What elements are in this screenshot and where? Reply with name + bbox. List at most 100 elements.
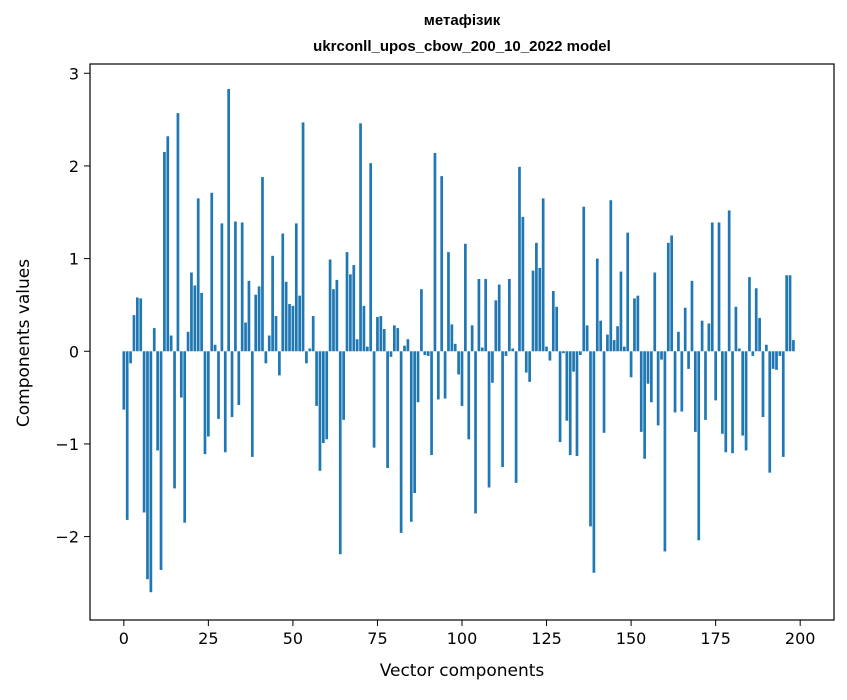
bar-105	[477, 278, 481, 352]
bar-47	[281, 233, 285, 352]
bar-36	[244, 322, 247, 352]
bar-188	[758, 317, 761, 352]
bar-6	[142, 351, 146, 513]
bar-63	[335, 279, 339, 352]
bar-84	[406, 339, 410, 352]
bar-187	[754, 288, 758, 352]
bar-28	[217, 351, 220, 419]
bar-27	[213, 344, 217, 352]
bar-166	[683, 307, 687, 352]
bar-24	[203, 351, 207, 455]
bar-118	[521, 216, 525, 352]
bar-95	[443, 351, 447, 399]
bar-146	[616, 326, 619, 352]
bar-196	[785, 275, 789, 352]
bar-143	[606, 334, 609, 352]
bar-110	[494, 300, 498, 352]
bar-130	[562, 351, 565, 354]
bar-33	[234, 221, 237, 352]
bar-103	[470, 325, 474, 352]
bar-13	[166, 136, 170, 352]
bar-34	[237, 351, 241, 406]
bar-169	[693, 351, 697, 432]
bar-162	[670, 235, 674, 352]
bar-15	[173, 351, 176, 489]
x-tick-label: 50	[283, 629, 303, 648]
y-tick-label: −2	[55, 528, 79, 547]
bar-104	[474, 351, 477, 514]
bar-41	[261, 177, 264, 352]
bar-17	[179, 351, 183, 398]
bar-108	[487, 351, 491, 488]
bar-156	[650, 351, 653, 403]
y-tick-label: 3	[69, 64, 79, 83]
bar-172	[704, 351, 707, 420]
bar-25	[207, 351, 210, 437]
bar-109	[491, 351, 494, 383]
bar-140	[595, 258, 599, 352]
bar-154	[643, 351, 646, 459]
bar-137	[585, 325, 589, 352]
x-tick-label: 175	[700, 629, 731, 648]
bar-197	[788, 275, 792, 352]
bar-111	[497, 284, 501, 352]
bar-91	[430, 351, 433, 456]
bar-179	[727, 210, 731, 352]
bar-174	[710, 222, 714, 352]
bar-117	[518, 166, 521, 352]
chart-title-line-1: метафізик	[424, 12, 501, 29]
bar-76	[379, 316, 383, 352]
bar-127	[551, 291, 555, 352]
bar-151	[633, 298, 636, 352]
bar-69	[355, 339, 359, 352]
bar-50	[291, 305, 295, 352]
x-tick-label: 25	[198, 629, 218, 648]
bar-88	[420, 289, 423, 352]
bar-139	[592, 351, 596, 573]
bar-55	[308, 348, 312, 352]
bar-112	[501, 351, 504, 468]
bar-164	[677, 331, 680, 352]
bar-144	[609, 200, 613, 352]
x-tick-label: 75	[367, 629, 387, 648]
bar-171	[700, 320, 704, 352]
bar-8	[149, 351, 153, 593]
bar-102	[467, 351, 471, 440]
bar-38	[250, 351, 254, 457]
bar-68	[352, 265, 356, 352]
bar-192	[771, 351, 775, 369]
bar-7	[146, 351, 149, 580]
bar-136	[582, 206, 586, 352]
bar-115	[511, 348, 515, 352]
bar-134	[575, 351, 579, 456]
bar-89	[423, 351, 427, 355]
bar-183	[741, 351, 745, 436]
bar-149	[626, 232, 630, 352]
bar-129	[558, 351, 562, 443]
bar-168	[690, 280, 694, 352]
bar-65	[342, 351, 345, 420]
bar-56	[311, 316, 315, 352]
plot-frame	[89, 63, 835, 621]
bar-71	[362, 305, 366, 352]
bar-131	[565, 351, 569, 421]
bar-161	[666, 242, 670, 352]
bar-48	[284, 281, 288, 352]
bar-78	[386, 351, 389, 469]
bar-75	[376, 316, 379, 352]
bar-31	[227, 89, 231, 352]
chart-title-line-2: ukrconll_upos_cbow_200_10_2022 model	[313, 38, 611, 55]
bar-163	[673, 351, 677, 413]
bar-191	[768, 351, 772, 473]
bar-45	[274, 316, 278, 352]
bar-193	[775, 351, 778, 370]
bar-120	[528, 351, 531, 382]
bar-101	[464, 243, 467, 352]
bar-26	[210, 192, 214, 352]
bar-42	[264, 351, 268, 364]
bar-176	[717, 222, 721, 352]
bar-1	[125, 351, 129, 520]
bars-layer	[122, 89, 795, 593]
bar-142	[602, 351, 606, 433]
bar-185	[748, 277, 751, 352]
